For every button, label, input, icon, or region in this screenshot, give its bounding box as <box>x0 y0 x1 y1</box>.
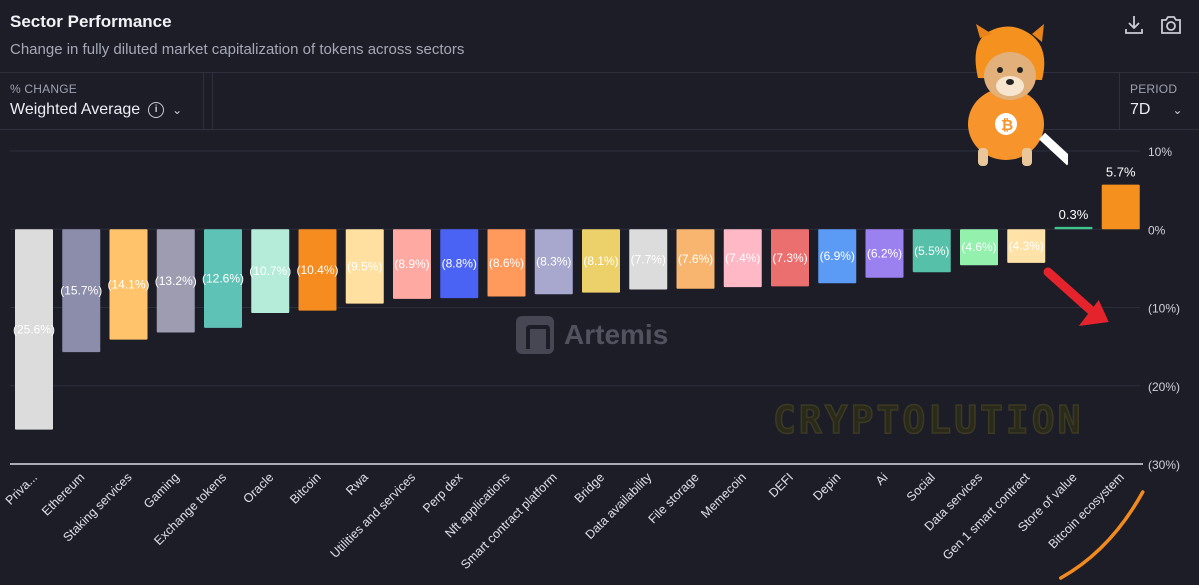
x-tick-label: Depin <box>810 470 843 503</box>
data-label: (8.9%) <box>394 257 429 271</box>
data-label: (12.6%) <box>202 272 244 286</box>
cryptolution-watermark: CRYPTOLUTION <box>772 397 1084 443</box>
x-tick-label: Ai <box>873 470 891 488</box>
data-label: (13.2%) <box>155 274 197 288</box>
chart-title: Sector Performance <box>10 12 172 31</box>
x-tick-label: Oracle <box>240 470 276 506</box>
x-tick-label: Utilities and services <box>328 470 418 560</box>
bar <box>629 229 668 290</box>
bar <box>204 229 242 328</box>
x-tick-label: Social <box>904 470 938 504</box>
change-label: % CHANGE <box>10 82 77 96</box>
period-label: PERIOD <box>1130 82 1178 96</box>
bar <box>723 229 762 288</box>
data-label: (10.4%) <box>296 263 338 277</box>
x-tick-label: Bitcoin <box>287 470 323 506</box>
data-label: (5.5%) <box>914 244 949 258</box>
change-value: Weighted Average <box>10 101 141 118</box>
chart-controls: % CHANGE Weighted Average i ⌄ PERIOD 7D … <box>0 72 1199 130</box>
x-tick-label: Ethereum <box>39 470 87 518</box>
data-label: (15.7%) <box>60 284 102 298</box>
bar <box>345 229 384 304</box>
data-label: (4.6%) <box>961 240 996 254</box>
divider <box>204 73 213 129</box>
data-label: (25.6%) <box>13 322 55 336</box>
data-label: (7.4%) <box>725 251 760 265</box>
chevron-down-icon[interactable]: ⌄ <box>172 103 183 117</box>
data-label: (8.1%) <box>583 254 618 268</box>
data-label: 0.3% <box>1059 207 1089 222</box>
data-label: (4.3%) <box>1009 239 1044 253</box>
x-tick-label: File storage <box>646 470 702 526</box>
bar <box>109 229 148 340</box>
period-value: 7D <box>1130 101 1151 118</box>
data-label: (6.9%) <box>820 249 855 263</box>
annotation-arrow-head <box>1078 300 1109 326</box>
doge-hoodie-image: ₿ <box>968 24 1068 166</box>
bar <box>393 229 431 299</box>
y-tick-label: (20%) <box>1148 380 1180 394</box>
x-tick-label: DEFI <box>766 470 796 500</box>
period-selector[interactable]: PERIOD 7D ⌄ <box>1119 73 1199 129</box>
bar <box>912 229 951 273</box>
chart-header: Sector Performance Change in fully dilut… <box>10 12 464 58</box>
bitcoin-icon: ₿ <box>1001 116 1013 134</box>
x-tick-label: Gen 1 smart contract <box>940 470 1033 563</box>
data-label: (7.3%) <box>772 251 807 265</box>
data-label: 5.7% <box>1106 165 1136 180</box>
chart-actions <box>1123 14 1183 36</box>
artemis-logo-icon <box>516 316 554 354</box>
sector-bar-chart: 10% 0% (10%) (20%) (30%) (25.6%) Priva... (15.7… <box>3 145 1180 580</box>
bar <box>62 229 101 353</box>
data-label: (6.2%) <box>867 247 902 261</box>
bar <box>1007 229 1046 263</box>
bar <box>771 229 809 287</box>
x-tick-label: Memecoin <box>698 470 749 521</box>
bar <box>156 229 195 333</box>
bar <box>1101 184 1140 230</box>
y-tick-label: 10% <box>1148 145 1172 159</box>
data-label: (8.8%) <box>442 257 477 271</box>
download-icon[interactable] <box>1123 14 1145 36</box>
data-label: (8.6%) <box>489 256 524 270</box>
chevron-down-icon[interactable]: ⌄ <box>1172 103 1183 117</box>
x-tick-label: Priva... <box>3 470 40 507</box>
change-selector[interactable]: % CHANGE Weighted Average i ⌄ <box>0 73 204 129</box>
bar <box>487 229 526 297</box>
y-tick-label: (30%) <box>1148 458 1180 472</box>
x-tick-label: Perp dex <box>420 470 466 516</box>
bar <box>865 229 904 278</box>
annotation-arrow-shaft <box>1043 267 1098 317</box>
bar <box>298 229 337 311</box>
bar <box>15 229 53 430</box>
bar <box>440 229 479 299</box>
bar <box>676 229 715 289</box>
x-tick-label: Smart contract platform <box>458 470 560 572</box>
y-tick-label: (10%) <box>1148 302 1180 316</box>
x-tick-label: Rwa <box>343 470 371 498</box>
data-label: (7.7%) <box>631 252 666 266</box>
x-tick-label: Gaming <box>141 470 182 511</box>
camera-icon[interactable] <box>1159 14 1183 36</box>
bar <box>818 229 857 284</box>
bar <box>534 229 573 295</box>
data-label: (7.6%) <box>678 252 713 266</box>
data-label: (8.3%) <box>536 255 571 269</box>
bar <box>1054 226 1093 230</box>
y-tick-label: 0% <box>1148 223 1166 237</box>
bar <box>960 229 998 266</box>
artemis-watermark-text: Artemis <box>564 319 669 350</box>
data-label: (14.1%) <box>107 277 149 291</box>
data-label: (10.7%) <box>249 264 291 278</box>
info-icon[interactable]: i <box>148 102 165 118</box>
highlight-underline <box>1059 490 1145 580</box>
bar <box>251 229 290 313</box>
bar <box>582 229 620 293</box>
x-tick-label: Bridge <box>572 470 607 505</box>
artemis-watermark: Artemis <box>516 316 668 354</box>
data-label: (9.5%) <box>347 259 382 273</box>
chart-subtitle: Change in fully diluted market capitaliz… <box>10 41 465 58</box>
